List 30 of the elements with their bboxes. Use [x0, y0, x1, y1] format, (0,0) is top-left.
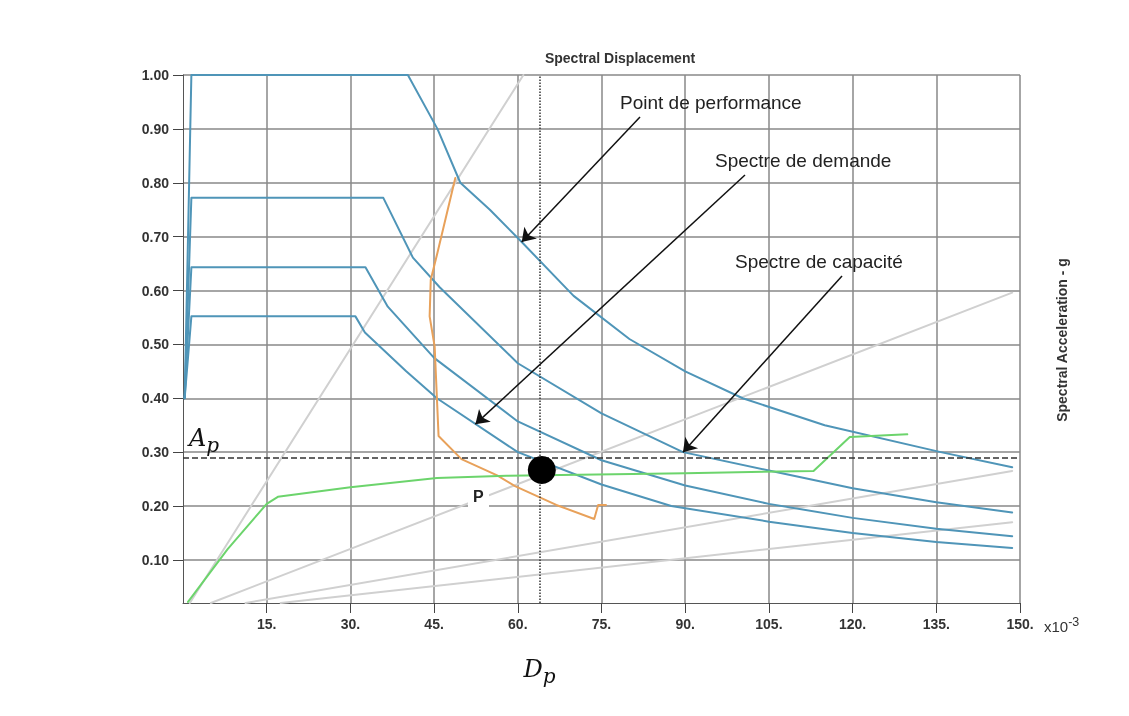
ref-line-label: A$_{p}$: [189, 424, 220, 458]
x-tick-label: 120.: [838, 616, 867, 632]
y-tick-label: 0.60: [141, 282, 170, 299]
x-tick-label: 15.: [256, 616, 277, 632]
x-tick-label: 135.: [922, 616, 950, 632]
x-tick-label: 60.: [508, 616, 528, 632]
y-tick-label: 0.70: [141, 228, 170, 245]
annotation: Spectre de capacité: [735, 251, 903, 273]
y-axis-title: Spectral Acceleration - g: [1054, 258, 1070, 422]
y-tick-label: 0.30: [141, 444, 170, 461]
line-series: [428, 176, 607, 520]
ref-line-label: D$_{p}$: [523, 655, 556, 688]
x-tick-label: 30.: [340, 616, 361, 632]
x-tick-label: 45.: [424, 616, 444, 632]
y-tick-label: 1.00: [141, 67, 170, 83]
text: x10$^{-3}$: [1044, 615, 1080, 635]
x-tick-label: 150.: [1006, 616, 1034, 632]
annotation: Spectre de demande: [715, 150, 892, 172]
y-tick-label: 0.50: [141, 336, 170, 353]
y-tick-label: 0.10: [141, 551, 170, 568]
annotation: P: [468, 487, 489, 507]
chart-title: Spectral Displacement: [544, 50, 696, 66]
y-tick-label: 0.20: [141, 498, 170, 515]
x-tick-label: 75.: [591, 616, 612, 632]
x-tick-label: 105.: [755, 616, 783, 632]
y-tick-label: 0.40: [141, 390, 170, 407]
x-tick-label: 90.: [675, 616, 695, 632]
y-tick-label: 0.80: [141, 174, 170, 191]
annotation: Point de performance: [620, 92, 802, 114]
y-tick-label: 0.90: [141, 120, 170, 137]
